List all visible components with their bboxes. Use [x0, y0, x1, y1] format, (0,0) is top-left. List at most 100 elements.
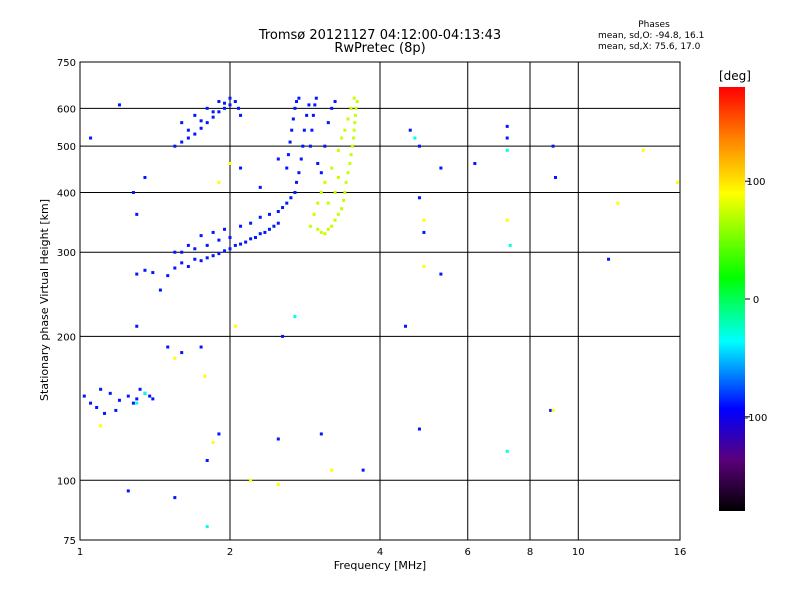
data-point — [290, 128, 294, 132]
data-point — [319, 190, 323, 194]
data-point — [330, 166, 334, 170]
data-point — [253, 236, 257, 240]
data-point — [135, 272, 139, 276]
data-point — [151, 271, 155, 275]
data-point — [307, 103, 311, 107]
x-tick-label: 1 — [77, 547, 83, 558]
data-point — [508, 243, 512, 247]
data-point — [263, 230, 267, 234]
data-point — [295, 100, 299, 104]
data-point — [186, 128, 190, 132]
data-point — [333, 190, 337, 194]
data-point — [349, 153, 353, 157]
data-point — [293, 315, 297, 319]
data-point — [131, 401, 135, 405]
data-point — [126, 394, 130, 398]
data-points — [82, 96, 679, 529]
phases-stats-title: Phases — [638, 20, 670, 30]
data-point — [281, 334, 285, 338]
data-point — [343, 190, 347, 194]
data-point — [217, 238, 221, 242]
data-point — [422, 265, 426, 269]
data-point — [551, 144, 555, 148]
y-tick-label: 750 — [57, 58, 76, 69]
y-axis-ticks: 75 100 200 300 400 500 600 750 — [57, 58, 76, 547]
data-point — [193, 113, 197, 117]
data-point — [439, 272, 443, 276]
data-point — [330, 106, 334, 110]
data-point — [326, 201, 330, 205]
data-point — [285, 166, 289, 170]
data-point — [607, 257, 611, 261]
data-point — [439, 166, 443, 170]
data-point — [417, 196, 421, 200]
data-point — [333, 100, 337, 104]
x-tick-label: 10 — [572, 547, 585, 558]
data-point — [211, 115, 215, 119]
data-point — [302, 128, 306, 132]
data-point — [117, 398, 121, 402]
data-point — [95, 405, 99, 409]
chart-title: Tromsø 20121127 04:12:00-04:13:43 — [258, 28, 502, 43]
data-point — [276, 437, 280, 441]
data-point — [316, 227, 320, 231]
data-point — [180, 140, 184, 144]
data-point — [297, 96, 301, 100]
data-point — [193, 247, 197, 251]
data-point — [114, 408, 118, 412]
data-point — [316, 161, 320, 165]
data-point — [505, 218, 509, 222]
data-point — [108, 391, 112, 395]
data-point — [293, 106, 297, 110]
data-point — [239, 224, 243, 228]
data-point — [82, 394, 86, 398]
data-point — [505, 136, 509, 140]
data-point — [193, 257, 197, 261]
data-point — [228, 247, 232, 251]
data-point — [173, 144, 177, 148]
data-point — [239, 166, 243, 170]
data-point — [417, 144, 421, 148]
data-point — [148, 394, 152, 398]
data-point — [199, 345, 203, 349]
y-tick-label: 400 — [57, 188, 76, 199]
data-point — [205, 458, 209, 462]
data-point — [186, 243, 190, 247]
data-point — [330, 468, 334, 472]
data-point — [553, 175, 557, 179]
data-point — [205, 256, 209, 260]
data-point — [353, 121, 357, 125]
data-point — [233, 324, 237, 328]
data-point — [199, 234, 203, 238]
y-tick-label: 300 — [57, 248, 76, 259]
data-point — [675, 180, 679, 184]
x-tick-label: 8 — [527, 547, 533, 558]
data-point — [186, 265, 190, 269]
colorbar — [719, 87, 745, 511]
data-point — [336, 175, 340, 179]
data-point — [289, 196, 293, 200]
data-point — [305, 113, 309, 117]
x-tick-label: 16 — [674, 547, 687, 558]
data-point — [310, 128, 314, 132]
x-axis-label: Frequency [MHz] — [334, 559, 426, 572]
data-point — [239, 113, 243, 117]
data-point — [276, 221, 280, 225]
y-tick-label: 200 — [57, 332, 76, 343]
data-point — [223, 106, 227, 110]
data-point — [353, 113, 357, 117]
colorbar-tick-label: 0 — [753, 295, 759, 306]
data-point — [239, 242, 243, 246]
data-point — [314, 96, 318, 100]
data-point — [291, 117, 295, 121]
data-point — [319, 230, 323, 234]
data-point — [299, 157, 303, 161]
data-point — [323, 232, 327, 236]
data-point — [99, 424, 103, 428]
data-point — [348, 161, 352, 165]
data-point — [223, 227, 227, 231]
chart-subtitle: RwPretec (8p) — [334, 41, 426, 56]
data-point — [135, 397, 139, 401]
data-point — [267, 227, 271, 231]
